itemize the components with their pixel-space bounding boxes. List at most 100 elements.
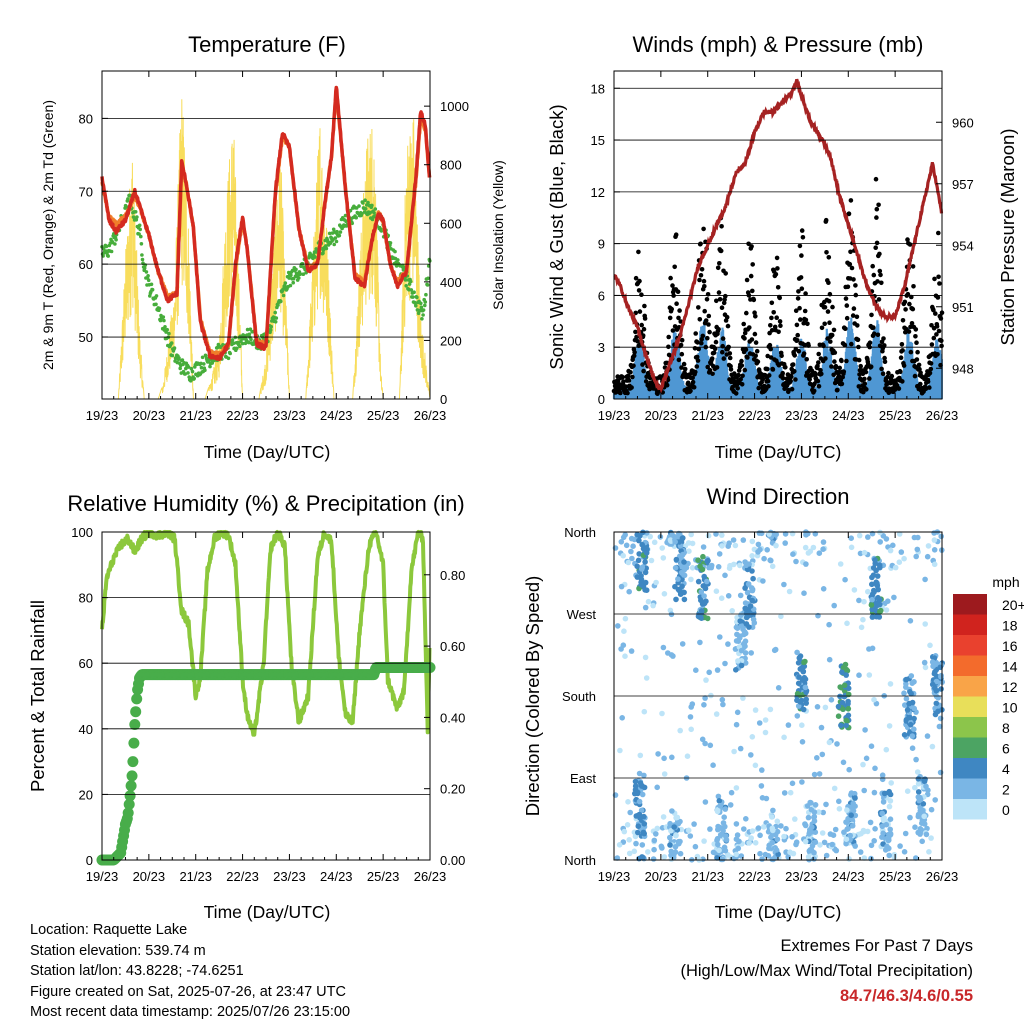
direction-point [802, 838, 809, 845]
direction-point [749, 597, 755, 604]
direction-point [877, 609, 883, 615]
direction-point [877, 539, 883, 545]
direction-point [802, 684, 809, 691]
direction-point [806, 831, 812, 837]
direction-point [931, 561, 938, 568]
direction-point [772, 646, 779, 653]
dewpoint-point [370, 203, 374, 208]
direction-point [845, 706, 852, 712]
direction-point [797, 699, 804, 705]
direction-point [882, 847, 889, 853]
direction-point [661, 755, 667, 762]
direction-point [799, 722, 805, 728]
gust-point [699, 340, 704, 346]
direction-point [783, 825, 789, 832]
gust-point [882, 359, 888, 365]
extremes-box: Extremes For Past 7 Days (High/Low/Max W… [680, 934, 973, 1009]
direction-point [651, 539, 658, 546]
gust-point [673, 232, 679, 237]
direction-point [720, 701, 726, 708]
gust-point [905, 237, 910, 242]
direction-point [811, 818, 818, 824]
direction-point [628, 648, 635, 654]
y-tick-label: 6 [598, 288, 605, 303]
gust-point [801, 320, 806, 326]
gust-point [825, 309, 831, 314]
gust-point [836, 373, 842, 379]
direction-point [781, 581, 787, 588]
dewpoint-point [279, 299, 283, 304]
direction-point [672, 565, 679, 571]
direction-point [731, 748, 737, 755]
direction-point [789, 780, 796, 787]
gust-point [778, 323, 783, 329]
y-tick-label: 80 [79, 591, 93, 606]
gust-point [698, 273, 704, 278]
temperature-frame [101, 70, 431, 400]
direction-point [716, 798, 723, 804]
dewpoint-point [178, 366, 182, 371]
dewpoint-point [331, 227, 336, 232]
direction-point [699, 736, 706, 743]
direction-point [879, 772, 886, 778]
gust-point [694, 354, 700, 360]
y-tick-label: 800 [440, 158, 462, 173]
direction-point [622, 615, 629, 622]
direction-point [651, 837, 658, 844]
gust-point [880, 371, 886, 377]
direction-point [805, 814, 812, 821]
direction-point [797, 666, 804, 672]
x-tick-label: 20/23 [133, 869, 166, 884]
direction-point [721, 814, 727, 820]
direction-point [820, 546, 826, 552]
gust-point [779, 353, 784, 359]
direction-point [860, 827, 867, 834]
direction-point [849, 823, 856, 829]
direction-point [820, 539, 827, 545]
direction-point [623, 542, 630, 549]
gust-point [796, 289, 801, 294]
dewpoint-point [333, 236, 338, 240]
direction-point [795, 680, 802, 687]
gust-point [861, 389, 866, 395]
direction-point [675, 576, 681, 582]
direction-point [852, 795, 858, 801]
gust-point [913, 334, 918, 339]
direction-point [880, 830, 886, 837]
gust-point [792, 368, 797, 374]
dewpoint-point [144, 270, 149, 274]
direction-point [695, 613, 702, 620]
direction-point [653, 579, 659, 586]
dewpoint-point [135, 215, 139, 219]
direction-point [717, 634, 723, 640]
y-tick-label: 60 [79, 656, 93, 671]
direction-point [933, 700, 940, 707]
direction-point [752, 707, 759, 713]
direction-point [908, 690, 914, 697]
direction-point [802, 544, 809, 551]
gust-point [837, 365, 842, 371]
direction-point [823, 852, 830, 859]
direction-point [816, 550, 823, 556]
direction-point [624, 822, 631, 828]
direction-point [742, 650, 749, 656]
temperature-title: Temperature (F) [188, 32, 346, 57]
direction-point [868, 743, 875, 749]
y-tick-label: 80 [79, 111, 93, 126]
direction-point [868, 855, 874, 862]
direction-point [740, 537, 747, 543]
gust-point [707, 367, 713, 373]
dewpoint-point [298, 272, 303, 276]
dewpoint-point [335, 229, 339, 234]
gust-point [841, 369, 847, 375]
gust-point [709, 356, 715, 361]
dewpoint-point [140, 257, 145, 262]
direction-point [636, 798, 643, 805]
gust-point [628, 370, 633, 375]
gust-point [629, 385, 634, 390]
x-tick-label: 21/23 [691, 408, 724, 423]
direction-point [861, 549, 868, 556]
dewpoint-point [281, 293, 286, 298]
x-tick-label: 24/23 [320, 869, 353, 884]
direction-point [811, 771, 818, 778]
